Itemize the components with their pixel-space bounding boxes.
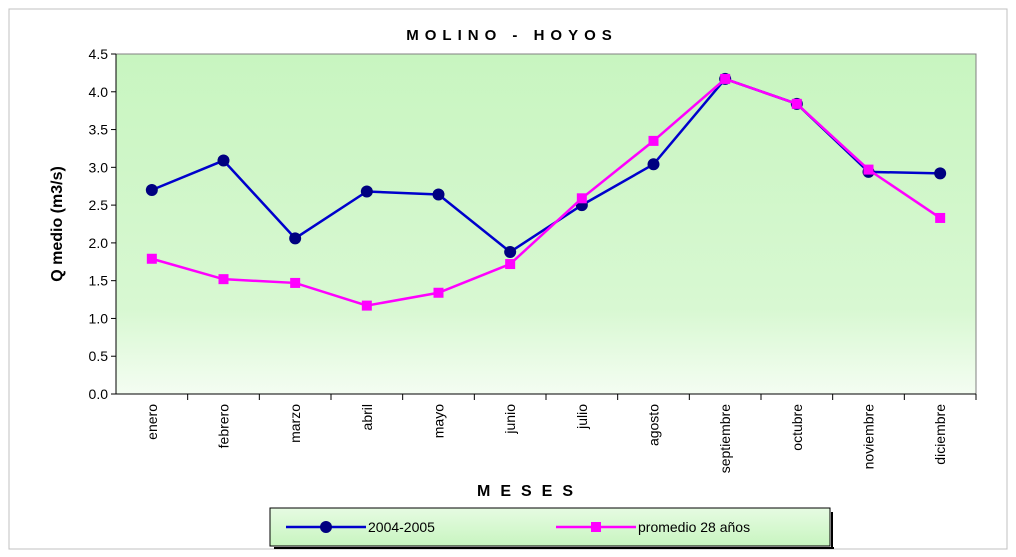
point (433, 287, 444, 298)
point (935, 212, 946, 223)
point (648, 135, 659, 146)
y-axis-label: Q medio (m3/s) (49, 166, 66, 282)
series-line (151, 77, 941, 307)
point (145, 184, 158, 196)
y-tick-label: 2.5 (89, 197, 109, 213)
legend-label: promedio 28 años (638, 519, 750, 535)
x-tick-label: agosto (646, 404, 662, 446)
y-tick-label: 0.5 (89, 348, 109, 364)
x-axis-label: MESES (477, 483, 583, 500)
point (360, 185, 373, 198)
y-tick-label: 2.0 (89, 235, 109, 251)
y-tick-label: 1.5 (89, 273, 109, 289)
y-tick-label: 0.0 (89, 386, 109, 402)
x-tick-label: febrero (216, 404, 232, 449)
y-tick-label: 4.5 (89, 46, 109, 62)
legend-marker (320, 521, 332, 533)
x-tick-label: marzo (287, 404, 303, 443)
point (146, 253, 157, 264)
point (217, 154, 230, 167)
legend-label: 2004-2005 (368, 519, 435, 535)
point (289, 232, 302, 245)
point (863, 164, 874, 175)
point (290, 277, 301, 288)
plot-area (115, 53, 977, 395)
y-tick-label: 1.0 (89, 310, 109, 326)
point (934, 167, 947, 180)
point (576, 193, 587, 204)
point (647, 158, 660, 171)
x-tick-label: junio (502, 404, 518, 435)
point (505, 259, 516, 270)
x-tick-label: enero (144, 404, 160, 440)
legend-marker (591, 522, 601, 532)
y-tick-label: 3.0 (89, 159, 109, 175)
y-tick-label: 4.0 (89, 84, 109, 100)
x-tick-label: abril (359, 404, 375, 430)
x-tick-label: diciembre (932, 404, 948, 465)
point (720, 73, 731, 84)
point (218, 274, 229, 285)
point (504, 245, 517, 258)
x-tick-label: noviembre (861, 404, 877, 470)
x-tick-label: septiembre (717, 404, 733, 473)
x-tick-label: octubre (789, 404, 805, 451)
x-tick-label: mayo (431, 404, 447, 438)
point (791, 98, 802, 109)
y-tick-label: 3.5 (89, 122, 109, 138)
point (432, 188, 445, 201)
x-tick-label: julio (574, 404, 590, 430)
point (361, 300, 372, 311)
chart-title: MOLINO - HOYOS (406, 27, 618, 44)
